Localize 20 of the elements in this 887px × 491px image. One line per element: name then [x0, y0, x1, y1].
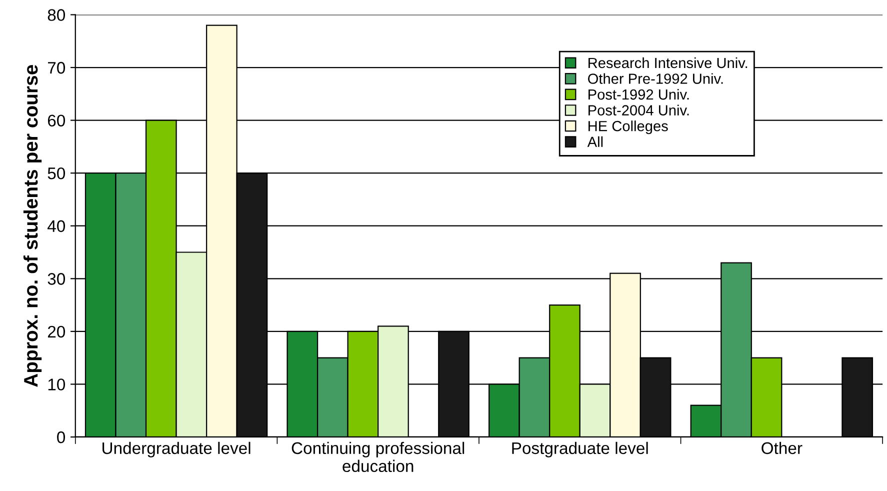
legend-label: All [587, 136, 603, 147]
y-tick-label: 60 [48, 114, 66, 126]
y-tick-label: 80 [48, 9, 66, 21]
y-tick-label: 0 [57, 431, 66, 444]
y-tick-label: 10 [48, 378, 66, 390]
y-tick-label: 20 [48, 326, 66, 338]
y-tick-label: 70 [48, 62, 66, 74]
x-tick-label: Other [762, 442, 802, 454]
y-tick-label: 50 [48, 167, 66, 180]
y-axis-title: Approx. no. of students per course [23, 65, 42, 387]
x-tick-label: Postgraduate level [512, 442, 648, 458]
legend-label: Post-1992 Univ. [588, 88, 689, 100]
legend-label: Other Pre-1992 Univ. [588, 73, 723, 84]
y-tick-label: 30 [48, 273, 66, 285]
y-tick-label: 40 [48, 220, 66, 232]
legend-label: Research Intensive Univ. [588, 57, 748, 68]
x-tick-label: Continuing professional education [292, 442, 464, 472]
legend-label: Post-2004 Univ. [588, 104, 689, 116]
legend-label: HE Colleges [588, 120, 668, 134]
x-tick-label: Undergraduate level [102, 442, 250, 458]
